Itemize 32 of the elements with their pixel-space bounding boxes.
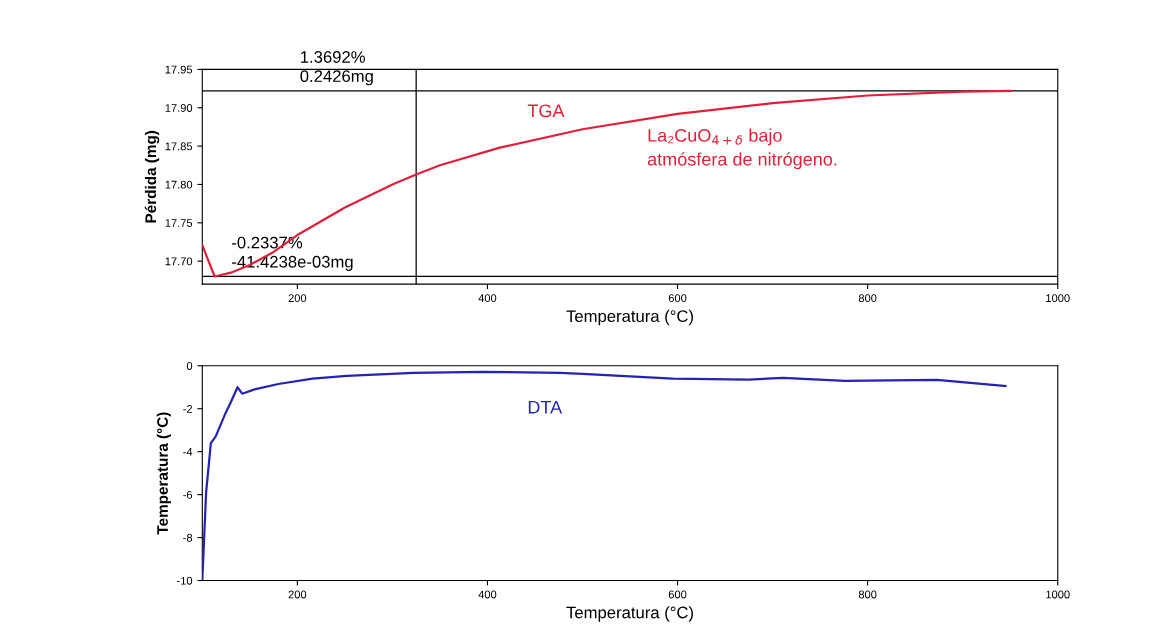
x-axis-title: Temperatura (°C) [566, 606, 693, 622]
y-tick-label: 0 [186, 362, 193, 370]
x-tick-label: 600 [668, 590, 687, 599]
annotation: 1.3692% 0.2426mg [300, 51, 373, 86]
annotation: La₂CuO$_{4+δ}$ bajo atmósfera de nitrógeno. [647, 128, 837, 170]
y-tick-label: 17.75 [165, 219, 193, 227]
y-axis-title: Pérdida (mg) [144, 130, 160, 223]
y-tick-label: 17.70 [165, 257, 193, 266]
y-tick-label: -6 [183, 490, 193, 499]
y-tick-label: 17.85 [165, 142, 193, 151]
x-tick-label: 1000 [1046, 294, 1070, 303]
x-tick-label: 400 [478, 590, 497, 599]
line-series [202, 370, 1007, 581]
y-tick-label: -10 [177, 576, 193, 585]
y-tick-label: -4 [183, 448, 193, 456]
y-axis-title: Temperatura (°C) [156, 412, 171, 535]
line-series [202, 89, 1013, 278]
y-tick-label: -8 [183, 533, 193, 542]
x-tick-label: 400 [478, 294, 497, 303]
x-tick-label: 800 [858, 590, 877, 599]
series-label: DTA [528, 400, 563, 414]
x-tick-label: 1000 [1046, 590, 1070, 599]
x-tick-label: 800 [858, 294, 877, 303]
x-tick-label: 200 [288, 590, 307, 599]
y-tick-label: -2 [183, 404, 193, 413]
y-tick-label: 17.80 [165, 180, 193, 189]
y-tick-label: 17.90 [165, 104, 193, 112]
y-tick-label: 17.95 [165, 65, 193, 74]
x-tick-label: 200 [288, 294, 307, 303]
x-axis-title: Temperatura (°C) [566, 309, 693, 326]
x-tick-label: 600 [668, 294, 687, 303]
series-label: TGA [527, 104, 565, 118]
